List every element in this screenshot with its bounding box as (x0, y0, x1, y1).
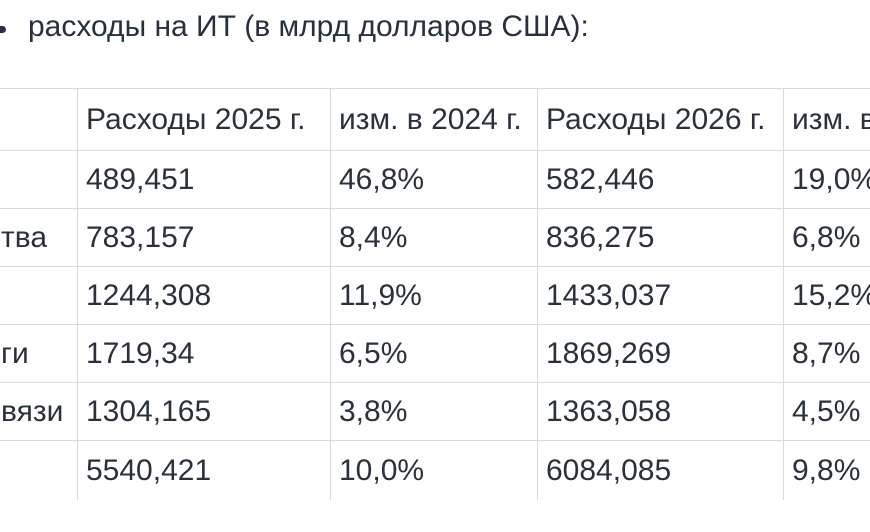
change-2025-value: 15,2% (783, 266, 870, 325)
row-label (0, 266, 78, 325)
it-spending-table-container: Расходы 2025 г. изм. в 2024 г. Расходы 2… (0, 88, 870, 500)
spend-2025-value: 783,157 (77, 208, 331, 267)
row-label: вязи (0, 382, 78, 441)
change-2024-value: 46,8% (330, 150, 538, 209)
table-row: ги 1719,34 6,5% 1869,269 8,7% (0, 324, 870, 383)
it-spending-table: Расходы 2025 г. изм. в 2024 г. Расходы 2… (0, 88, 870, 500)
spend-2026-value: 1363,058 (537, 382, 784, 441)
header-row-label (0, 88, 78, 151)
change-2024-value: 8,4% (330, 208, 538, 267)
row-label (0, 440, 78, 500)
spend-2026-value: 836,275 (537, 208, 784, 267)
change-2025-value: 6,8% (783, 208, 870, 267)
table-row-total: 5540,421 10,0% 6084,085 9,8% (0, 440, 870, 500)
spend-2025-value: 1244,308 (77, 266, 331, 325)
spend-2025-value: 1304,165 (77, 382, 331, 441)
change-2025-value: 4,5% (783, 382, 870, 441)
spend-2025-value: 5540,421 (77, 440, 331, 500)
header-row: Расходы 2025 г. изм. в 2024 г. Расходы 2… (0, 88, 870, 151)
table-row: 489,451 46,8% 582,446 19,0% (0, 150, 870, 209)
spend-2026-value: 1869,269 (537, 324, 784, 383)
table-row: 1244,308 11,9% 1433,037 15,2% (0, 266, 870, 325)
row-label (0, 150, 78, 209)
spend-2026-value: 582,446 (537, 150, 784, 209)
table-row: вязи 1304,165 3,8% 1363,058 4,5% (0, 382, 870, 441)
spend-2026-value: 6084,085 (537, 440, 784, 500)
change-2025-value: 8,7% (783, 324, 870, 383)
header-change-2025: изм. в (783, 88, 870, 151)
change-2024-value: 11,9% (330, 266, 538, 325)
spend-2026-value: 1433,037 (537, 266, 784, 325)
spend-2025-value: 1719,34 (77, 324, 331, 383)
row-label: ги (0, 324, 78, 383)
header-spend-2026: Расходы 2026 г. (537, 88, 784, 151)
page-title: расходы на ИТ (в млрд долларов США): (28, 10, 589, 43)
header-spend-2025: Расходы 2025 г. (77, 88, 331, 151)
change-2025-value: 19,0% (783, 150, 870, 209)
spend-2025-value: 489,451 (77, 150, 331, 209)
row-label: тва (0, 208, 78, 267)
header-change-2024: изм. в 2024 г. (330, 88, 538, 151)
clipped-character-fragment (0, 26, 6, 33)
table-row: тва 783,157 8,4% 836,275 6,8% (0, 208, 870, 267)
change-2025-value: 9,8% (783, 440, 870, 500)
change-2024-value: 6,5% (330, 324, 538, 383)
change-2024-value: 3,8% (330, 382, 538, 441)
change-2024-value: 10,0% (330, 440, 538, 500)
